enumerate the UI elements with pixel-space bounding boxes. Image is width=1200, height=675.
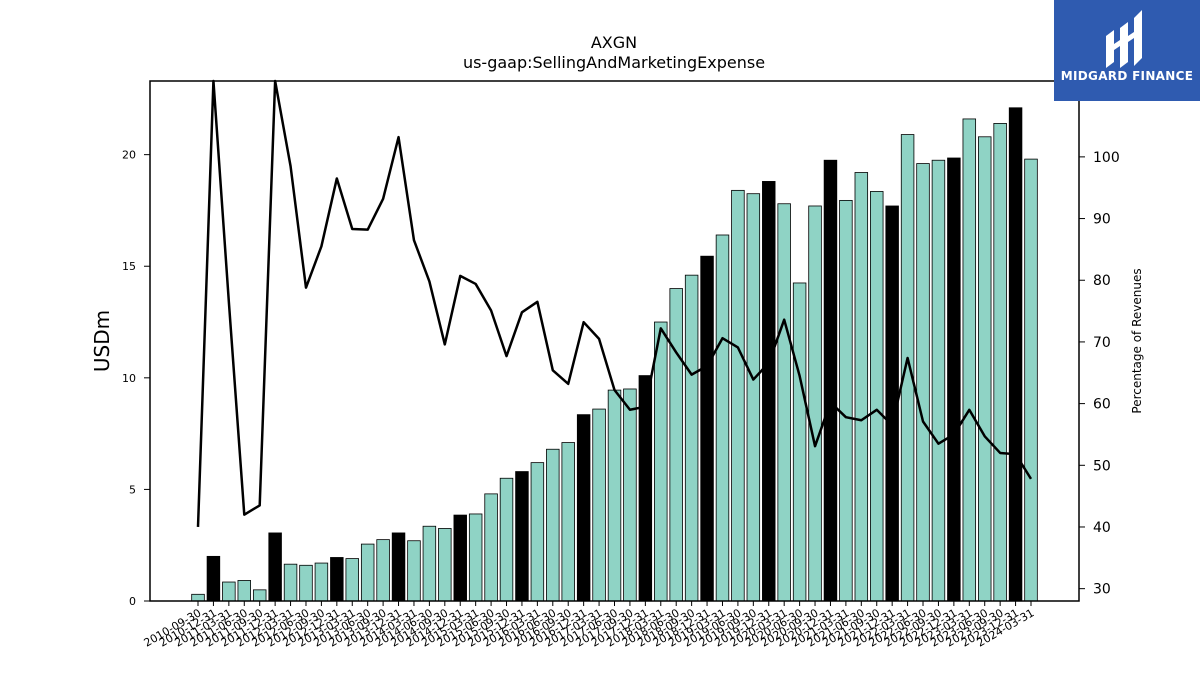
- bar-2015-06-30: [484, 493, 498, 602]
- bar-2014-03-31: [407, 540, 421, 602]
- bar-2016-09-30: [561, 442, 575, 602]
- logo-text: MIDGARD FINANCE: [1060, 69, 1194, 83]
- bar-2020-12-31: [823, 159, 838, 602]
- bar-2022-12-31: [947, 157, 961, 602]
- chart-title: AXGN: [591, 33, 637, 52]
- right-tick-label: 80: [1093, 273, 1111, 289]
- right-axis-ticks: 30 40 50 60 70 80 90 100: [1079, 150, 1120, 598]
- bar-2010-12-31: [206, 555, 221, 602]
- bar-2011-03-31: [222, 581, 236, 602]
- left-axis-ticks: 0 5 10 15 20: [122, 149, 150, 608]
- left-tick-label: 20: [122, 149, 136, 162]
- left-axis-label: USDm: [90, 310, 114, 372]
- bar-2012-12-31: [330, 557, 344, 602]
- bar-2020-09-30: [808, 205, 822, 602]
- x-axis-ticks: 2010-09-302010-12-312011-03-312011-06-30…: [142, 601, 1037, 650]
- right-tick-label: 30: [1093, 582, 1111, 598]
- bar-2019-06-30: [731, 189, 745, 602]
- bar-2021-06-30: [854, 172, 869, 602]
- bar-2015-12-31: [515, 471, 529, 602]
- bar-2022-09-30: [931, 159, 946, 602]
- bar-2015-09-30: [499, 477, 514, 602]
- midgard-finance-logo: MIDGARD FINANCE: [1054, 0, 1200, 101]
- bar-2018-09-30: [684, 274, 699, 602]
- chart-subtitle: us-gaap:SellingAndMarketingExpense: [463, 53, 765, 72]
- bar-2013-09-30: [376, 539, 390, 602]
- bar-2014-06-30: [422, 525, 437, 602]
- bar-2010-09-30: [191, 593, 205, 602]
- bar-2019-12-31: [762, 181, 776, 602]
- percentage-of-revenues-line: [196, 79, 1033, 528]
- right-tick-label: 60: [1093, 397, 1111, 413]
- bar-2021-09-30: [870, 191, 884, 602]
- bar-series: [191, 107, 1038, 602]
- bar-2020-06-30: [792, 282, 807, 602]
- bar-2016-12-31: [576, 414, 591, 602]
- bar-2013-06-30: [360, 543, 375, 602]
- bar-2017-03-31: [592, 408, 606, 602]
- bar-2014-09-30: [438, 528, 452, 602]
- right-tick-label: 90: [1093, 212, 1111, 228]
- bar-2019-03-31: [715, 234, 730, 602]
- bar-2016-06-30: [546, 448, 560, 602]
- bar-2011-09-30: [252, 589, 267, 602]
- right-axis-label: Percentage of Revenues: [1130, 268, 1144, 413]
- left-tick-label: 5: [129, 483, 136, 496]
- bar-2012-06-30: [299, 564, 313, 602]
- right-tick-label: 50: [1093, 458, 1111, 474]
- midgard-logo-icon: [1106, 10, 1142, 68]
- bar-2023-03-31: [962, 118, 977, 602]
- right-tick-label: 40: [1093, 520, 1111, 536]
- bar-2013-03-31: [345, 558, 359, 602]
- bar-2013-12-31: [391, 532, 406, 602]
- bar-2017-06-30: [607, 389, 622, 602]
- bar-2018-12-31: [700, 255, 714, 602]
- bar-2024-03-31: [1024, 158, 1038, 602]
- bar-2011-06-30: [237, 580, 251, 602]
- bar-2023-12-31: [1008, 107, 1023, 602]
- bar-2014-12-31: [453, 514, 467, 602]
- bar-2022-06-30: [916, 163, 930, 602]
- bar-2012-03-31: [283, 563, 298, 602]
- bar-2017-12-31: [638, 375, 653, 602]
- bar-2018-06-30: [669, 288, 683, 602]
- bar-2023-09-30: [993, 123, 1007, 602]
- bar-2022-03-31: [900, 134, 915, 602]
- bar-2015-03-31: [468, 513, 483, 602]
- bar-2018-03-31: [654, 321, 668, 602]
- bar-2017-09-30: [623, 388, 637, 602]
- bar-2012-09-30: [314, 562, 329, 602]
- bar-2021-03-31: [839, 199, 853, 602]
- right-tick-label: 70: [1093, 335, 1111, 351]
- left-tick-label: 0: [129, 595, 136, 608]
- bar-2016-03-31: [530, 462, 545, 602]
- bar-2011-12-31: [268, 532, 282, 602]
- bar-2023-06-30: [978, 136, 992, 602]
- bar-2019-09-30: [746, 193, 761, 602]
- right-tick-label: 100: [1093, 150, 1120, 166]
- bar-2020-03-31: [777, 203, 791, 602]
- left-tick-label: 15: [122, 260, 136, 273]
- left-tick-label: 10: [122, 372, 136, 385]
